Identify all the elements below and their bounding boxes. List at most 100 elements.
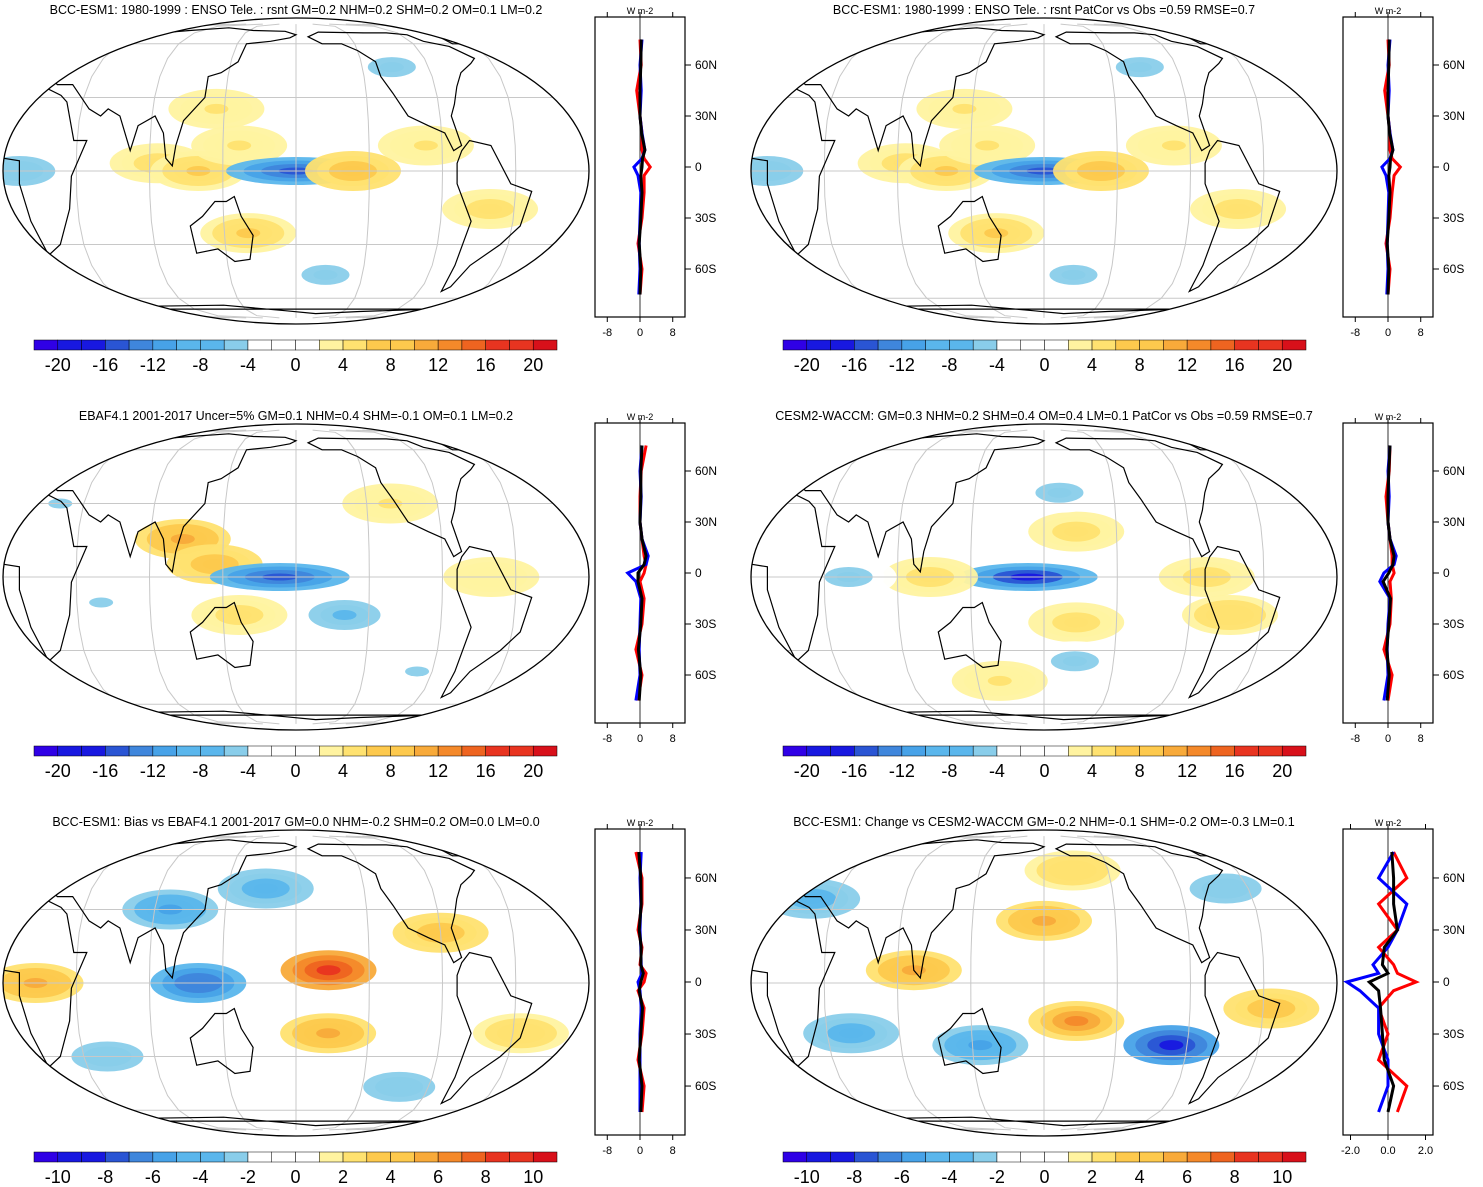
- zonal-y-tick-label: 60S: [695, 1079, 716, 1093]
- colorbar-swatch: [877, 339, 903, 351]
- anomaly-12: [277, 254, 374, 295]
- colorbar-swatch: [509, 339, 534, 351]
- colorbar-swatch: [1234, 1151, 1259, 1163]
- colorbar-tick-label: 4: [1087, 355, 1097, 375]
- colorbar-swatch: [782, 1151, 808, 1163]
- zonal-unit-label: W m-2: [1375, 412, 1402, 422]
- zonal-y-tick-label: 30S: [1443, 1027, 1464, 1041]
- colorbar-swatch: [1163, 339, 1188, 351]
- zonal-unit-label: W m-2: [627, 412, 654, 422]
- colorbar-swatch: [57, 745, 82, 757]
- anomaly-12: [1025, 254, 1122, 295]
- map-outline: [2, 17, 590, 325]
- colorbar-swatch: [319, 339, 344, 351]
- colorbar-swatch: [925, 745, 950, 757]
- zonal-y-tick-label: 60N: [695, 58, 717, 72]
- colorbar-tick-label: -2: [240, 1167, 256, 1187]
- zonal-line-black: [636, 445, 648, 701]
- colorbar-swatch: [1044, 745, 1069, 757]
- colorbar-tick-label: -8: [192, 761, 208, 781]
- colorbar-tick-label: -16: [92, 761, 118, 781]
- colorbar-swatch: [1068, 745, 1093, 757]
- colorbar-swatch: [152, 1151, 177, 1163]
- zonal-y-tick-label: 60N: [1443, 464, 1465, 478]
- colorbar-swatch: [105, 339, 130, 351]
- anomaly-6: [168, 88, 265, 129]
- anomaly-5: [1026, 641, 1123, 682]
- colorbar-swatch: [200, 339, 225, 351]
- anomaly-6: [916, 88, 1013, 129]
- colorbar-swatch: [901, 339, 926, 351]
- map-outline: [750, 423, 1338, 731]
- colorbar-tick-label: 4: [386, 1167, 396, 1187]
- map-outline: [2, 829, 590, 1137]
- zonal-x-tick-label: 8: [670, 1145, 676, 1157]
- zonal-unit-label: W m-2: [1375, 6, 1402, 16]
- colorbar-swatch: [200, 745, 225, 757]
- colorbar-swatch: [390, 745, 415, 757]
- map-outline: [750, 17, 1338, 325]
- zonal-panel-5: W m-2 -8 0 8 60N 30N 0 30S 60S: [594, 818, 717, 1157]
- colorbar-tick-label: 0: [1039, 761, 1049, 781]
- colorbar-swatch: [830, 339, 855, 351]
- anomaly-10: [351, 1066, 448, 1107]
- colorbar-swatch: [437, 745, 463, 757]
- colorbar-swatch: [81, 745, 106, 757]
- colorbar-swatch: [414, 745, 439, 757]
- colorbar-tick-label: 6: [1182, 1167, 1192, 1187]
- colorbar-swatch: [295, 339, 320, 351]
- colorbar-swatch: [1210, 745, 1235, 757]
- colorbar-swatch: [176, 745, 201, 757]
- colorbar-swatch: [152, 745, 177, 757]
- colorbar-tick-label: 20: [523, 355, 543, 375]
- anomaly-10: [1125, 125, 1222, 166]
- chart-title: CESM2-WACCM: GM=0.3 NHM=0.2 SHM=0.4 OM=0…: [775, 409, 1313, 423]
- colorbar-tick-label: -8: [97, 1167, 113, 1187]
- anomaly-1: [1123, 1025, 1220, 1066]
- colorbar-tick-label: 8: [481, 1167, 491, 1187]
- colorbar-swatch: [1020, 1151, 1045, 1163]
- zonal-panel-3: W m-2 -8 0 8 60N 30N 0 30S 60S: [594, 412, 717, 745]
- colorbar-5: -10 -8 -6 -4 -2 0 2 4 6 8 10: [33, 1151, 558, 1187]
- colorbar-swatch: [1258, 745, 1283, 757]
- colorbar-swatch: [366, 745, 391, 757]
- colorbar-tick-label: -12: [140, 761, 166, 781]
- zonal-y-tick-label: 0: [1443, 975, 1450, 989]
- colorbar-tick-label: 12: [428, 761, 448, 781]
- graticule: [751, 23, 1337, 319]
- colorbar-6: -10 -8 -6 -4 -2 0 2 4 6 8 10: [782, 1151, 1307, 1187]
- colorbar-tick-label: 16: [476, 761, 496, 781]
- colorbar-tick-label: -10: [794, 1167, 820, 1187]
- colorbar-swatch: [81, 339, 106, 351]
- colorbar-swatch: [33, 339, 59, 351]
- zonal-x-tick-label: 8: [670, 733, 676, 745]
- map-area: [3, 18, 589, 324]
- colorbar-swatch: [1139, 1151, 1164, 1163]
- colorbar-swatch: [1091, 1151, 1117, 1163]
- colorbar-swatch: [342, 1151, 368, 1163]
- zonal-x-tick-label: -8: [1350, 327, 1360, 339]
- colorbar-swatch: [1234, 339, 1259, 351]
- zonal-x-tick-label: -8: [602, 327, 612, 339]
- zonal-y-tick-label: 30S: [695, 1027, 716, 1041]
- colorbar-swatch: [1163, 1151, 1188, 1163]
- colorbar-4: -20 -16 -12 -8 -4 0 4 8 12 16 20: [782, 745, 1307, 781]
- colorbar-swatch: [806, 1151, 831, 1163]
- colorbar-tick-label: 8: [386, 355, 396, 375]
- anomaly-5: [932, 1025, 1029, 1066]
- colorbar-swatch: [925, 339, 950, 351]
- colorbar-swatch: [271, 1151, 296, 1163]
- colorbar-swatch: [223, 339, 249, 351]
- zonal-y-tick-label: 0: [1443, 566, 1450, 580]
- colorbar-tick-label: -4: [240, 761, 256, 781]
- colorbar-swatch: [1115, 745, 1140, 757]
- colorbar-swatch: [996, 339, 1021, 351]
- colorbar-tick-label: -20: [794, 355, 820, 375]
- zonal-y-tick-label: 30S: [695, 617, 716, 631]
- map-panel-4: CESM2-WACCM: GM=0.3 NHM=0.2 SHM=0.4 OM=0…: [750, 409, 1338, 731]
- anomaly-2: [1028, 1001, 1125, 1042]
- colorbar-tick-label: -20: [794, 761, 820, 781]
- colorbar-tick-label: 6: [433, 1167, 443, 1187]
- colorbar-swatch: [532, 1151, 558, 1163]
- colorbar-swatch: [295, 1151, 320, 1163]
